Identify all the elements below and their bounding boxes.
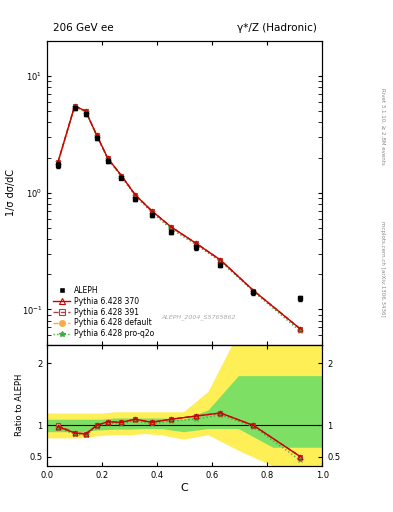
Text: 206 GeV ee: 206 GeV ee <box>53 24 113 33</box>
Y-axis label: Ratio to ALEPH: Ratio to ALEPH <box>15 374 24 436</box>
Text: Rivet 3.1.10, ≥ 2.8M events: Rivet 3.1.10, ≥ 2.8M events <box>380 88 385 164</box>
Y-axis label: 1/σ dσ/dC: 1/σ dσ/dC <box>6 169 16 216</box>
Legend: ALEPH, Pythia 6.428 370, Pythia 6.428 391, Pythia 6.428 default, Pythia 6.428 pr: ALEPH, Pythia 6.428 370, Pythia 6.428 39… <box>51 284 156 340</box>
Text: γ*/Z (Hadronic): γ*/Z (Hadronic) <box>237 24 317 33</box>
X-axis label: C: C <box>181 482 189 493</box>
Text: mcplots.cern.ch [arXiv:1306.3436]: mcplots.cern.ch [arXiv:1306.3436] <box>380 221 385 316</box>
Text: ALEPH_2004_S5765862: ALEPH_2004_S5765862 <box>161 314 236 320</box>
